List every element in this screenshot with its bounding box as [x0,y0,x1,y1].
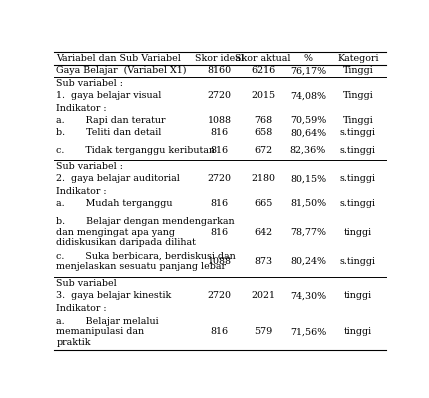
Text: 3.  gaya belajar kinestik: 3. gaya belajar kinestik [56,291,172,300]
Text: 81,50%: 81,50% [290,199,326,208]
Text: 74,08%: 74,08% [290,91,326,100]
Text: Skor aktual: Skor aktual [236,54,291,63]
Text: b.       Teliti dan detail: b. Teliti dan detail [56,128,162,137]
Text: %: % [303,54,312,63]
Text: 76,17%: 76,17% [290,66,326,76]
Text: 8160: 8160 [208,66,232,76]
Text: s.tinggi: s.tinggi [340,174,376,183]
Text: 816: 816 [211,228,229,237]
Text: 672: 672 [254,146,272,154]
Text: Variabel dan Sub Variabel: Variabel dan Sub Variabel [56,54,181,63]
Text: s.tinggi: s.tinggi [340,199,376,208]
Text: 2015: 2015 [251,91,275,100]
Text: 2021: 2021 [251,291,275,300]
Text: Sub variabel :: Sub variabel : [56,79,123,88]
Text: s.tinggi: s.tinggi [340,257,376,266]
Text: b.       Belajar dengan mendengarkan: b. Belajar dengan mendengarkan [56,217,235,226]
Text: didiskusikan daripada dilihat: didiskusikan daripada dilihat [56,238,196,247]
Text: 816: 816 [211,146,229,154]
Text: menjelaskan sesuatu panjang lebar: menjelaskan sesuatu panjang lebar [56,262,226,271]
Text: 2720: 2720 [208,291,232,300]
Text: 80,64%: 80,64% [290,128,326,137]
Text: 71,56%: 71,56% [290,328,326,336]
Text: 78,77%: 78,77% [290,228,326,237]
Text: 1088: 1088 [208,116,232,125]
Text: tinggi: tinggi [344,328,372,336]
Text: 642: 642 [254,228,272,237]
Text: 82,36%: 82,36% [290,146,326,154]
Text: s.tinggi: s.tinggi [340,146,376,154]
Text: a.       Belajar melalui: a. Belajar melalui [56,317,159,326]
Text: 2720: 2720 [208,174,232,183]
Text: 816: 816 [211,328,229,336]
Text: tinggi: tinggi [344,228,372,237]
Text: Sub variabel: Sub variabel [56,279,117,288]
Text: 6216: 6216 [251,66,275,76]
Text: c.       Tidak terganggu keributan: c. Tidak terganggu keributan [56,146,215,154]
Text: 2180: 2180 [251,174,275,183]
Text: 768: 768 [254,116,272,125]
Text: 816: 816 [211,128,229,137]
Text: s.tinggi: s.tinggi [340,128,376,137]
Text: c.       Suka berbicara, berdiskusi dan: c. Suka berbicara, berdiskusi dan [56,252,236,261]
Text: 80,24%: 80,24% [290,257,326,266]
Text: 873: 873 [254,257,272,266]
Text: Tinggi: Tinggi [342,91,373,100]
Text: Skor ideal: Skor ideal [195,54,245,63]
Text: Indikator :: Indikator : [56,103,107,113]
Text: Indikator :: Indikator : [56,187,107,195]
Text: Gaya Belajar  (Variabel X1): Gaya Belajar (Variabel X1) [56,66,187,76]
Text: 658: 658 [254,128,272,137]
Text: 70,59%: 70,59% [290,116,326,125]
Text: 74,30%: 74,30% [290,291,326,300]
Text: 2720: 2720 [208,91,232,100]
Text: 2.  gaya belajar auditorial: 2. gaya belajar auditorial [56,174,180,183]
Text: 1088: 1088 [208,257,232,266]
Text: 80,15%: 80,15% [290,174,326,183]
Text: a.       Rapi dan teratur: a. Rapi dan teratur [56,116,166,125]
Text: 816: 816 [211,199,229,208]
Text: 579: 579 [254,328,272,336]
Text: tinggi: tinggi [344,291,372,300]
Text: a.       Mudah terganggu: a. Mudah terganggu [56,199,173,208]
Text: memanipulasi dan: memanipulasi dan [56,328,145,336]
Text: Indikator :: Indikator : [56,304,107,313]
Text: Sub variabel :: Sub variabel : [56,162,123,171]
Text: 1.  gaya belajar visual: 1. gaya belajar visual [56,91,162,100]
Text: Tinggi: Tinggi [342,116,373,125]
Text: Kategori: Kategori [337,54,378,63]
Text: 665: 665 [254,199,272,208]
Text: dan mengingat apa yang: dan mengingat apa yang [56,228,175,237]
Text: praktik: praktik [56,338,91,347]
Text: Tinggi: Tinggi [342,66,373,76]
